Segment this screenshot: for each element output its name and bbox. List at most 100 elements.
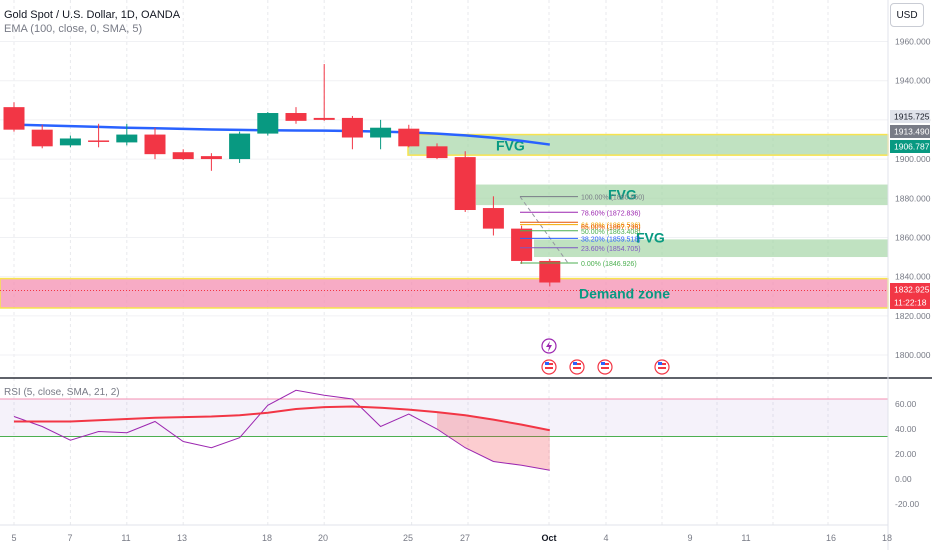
time-tick: 11	[121, 533, 130, 543]
candle-body	[482, 208, 504, 229]
ema-line	[13, 123, 550, 146]
candle-body	[200, 156, 222, 160]
rsi-tick: 60.00	[895, 399, 917, 409]
fib-level-label: 23.60% (1854.705)	[581, 246, 641, 253]
fib-level-label: 38.20% (1859.518)	[581, 236, 641, 243]
fvg-zone	[476, 184, 888, 206]
fvg-zone	[534, 239, 888, 258]
price-tick: 1820.000	[895, 311, 931, 321]
candle-body	[3, 107, 25, 130]
us-flag-event-icon[interactable]	[597, 359, 613, 375]
fib-level-label: 65.00% (1867.736)	[581, 224, 641, 231]
candle-body	[229, 133, 251, 160]
time-tick: 7	[67, 533, 72, 543]
events-layer[interactable]	[541, 338, 670, 375]
rsi-line	[13, 389, 550, 471]
candle-body	[285, 113, 307, 121]
price-tag	[890, 296, 930, 309]
price-tick: 1880.000	[895, 193, 931, 203]
flag-canton	[658, 362, 662, 365]
price-tag	[890, 283, 930, 296]
price-tick: 1900.000	[895, 154, 931, 164]
candle-body	[172, 152, 194, 160]
ema-layer	[13, 123, 550, 146]
fvg-label: FVG	[636, 229, 665, 245]
price-tag-label: 1906.787	[894, 142, 930, 152]
fvg-label: FVG	[608, 186, 637, 202]
time-tick: 20	[318, 533, 328, 543]
price-tag-label: 1832.925	[894, 285, 930, 295]
symbol-title: Gold Spot / U.S. Dollar, 1D, OANDA	[4, 9, 181, 21]
fib-level-label: 61.80% (1866.536)	[581, 223, 641, 230]
chart-header: Gold Spot / U.S. Dollar, 1D, OANDA EMA (…	[4, 8, 180, 36]
candle-body	[341, 117, 363, 138]
fib-level-label: 50.00% (1863.408)	[581, 229, 641, 236]
price-tick: 1860.000	[895, 232, 931, 242]
flag-canton	[573, 362, 577, 365]
candle-body	[426, 146, 448, 159]
rsi-divergence-fill	[437, 412, 550, 471]
us-flag-event-icon[interactable]	[541, 359, 557, 375]
time-tick: 11	[741, 533, 750, 543]
time-tick: Oct	[541, 533, 556, 543]
flag-stripe	[658, 367, 666, 369]
candles-layer	[3, 64, 561, 287]
candle-body	[370, 127, 392, 138]
rsi-tick: -20.00	[895, 499, 919, 509]
rsi-tick: 0.00	[895, 474, 912, 484]
price-tag	[890, 125, 930, 138]
candle-body	[116, 134, 138, 143]
fibonacci-layer: 100.00% (1880.860) 78.60% (1872.836) 61.80…	[519, 195, 644, 268]
flag-stripe	[545, 367, 553, 369]
grid-lines	[0, 0, 888, 525]
us-flag-event-icon[interactable]	[654, 359, 670, 375]
flag-canton	[601, 362, 605, 365]
time-tick: 27	[460, 533, 470, 543]
lightning-event-icon[interactable]	[541, 338, 557, 354]
candle-body	[511, 228, 533, 261]
price-tag	[890, 110, 930, 123]
candle-body	[144, 134, 166, 155]
time-tick: 18	[882, 533, 892, 543]
price-tag-label: 1913.490	[894, 127, 930, 137]
demand-zone	[0, 277, 889, 309]
currency-button[interactable]: USD	[890, 3, 924, 27]
candle-body	[31, 129, 53, 147]
price-tag-label: 11:22:18	[894, 298, 927, 308]
rsi-legend: RSI (5, close, SMA, 21, 2)	[4, 387, 120, 398]
candle-body	[454, 157, 476, 211]
candle-body	[88, 140, 110, 142]
price-tick: 1800.000	[895, 350, 931, 360]
time-tick: 4	[603, 533, 608, 543]
flag-stripe	[601, 367, 609, 369]
candle-body	[398, 128, 420, 147]
price-tick: 1840.000	[895, 272, 931, 282]
price-tag-label: 1915.725	[894, 112, 930, 122]
flag-stripe	[573, 367, 581, 369]
fib-level-label: 0.00% (1846.926)	[581, 261, 637, 268]
lightning-glyph	[546, 341, 552, 352]
rsi-layer	[0, 389, 888, 471]
flag-canton	[545, 362, 549, 365]
time-tick: 16	[826, 533, 836, 543]
price-tag	[890, 140, 930, 153]
us-flag-event-icon[interactable]	[569, 359, 585, 375]
time-tick: 18	[262, 533, 272, 543]
time-tick: 13	[177, 533, 187, 543]
price-tick: 1960.000	[895, 37, 931, 47]
price-tick: 1940.000	[895, 76, 931, 86]
candle-body	[59, 138, 81, 146]
fib-level-label: 78.60% (1872.836)	[581, 210, 641, 217]
demand-zone-label: Demand zone	[579, 285, 670, 301]
time-tick: 9	[687, 533, 692, 543]
candle-body	[257, 113, 279, 134]
time-tick: 25	[403, 533, 413, 543]
time-tick: 5	[11, 533, 16, 543]
ema-legend: EMA (100, close, 0, SMA, 5)	[4, 23, 143, 35]
rsi-tick: 20.00	[895, 449, 917, 459]
candle-body	[313, 117, 335, 120]
fib-level-label: 100.00% (1880.860)	[581, 195, 644, 202]
